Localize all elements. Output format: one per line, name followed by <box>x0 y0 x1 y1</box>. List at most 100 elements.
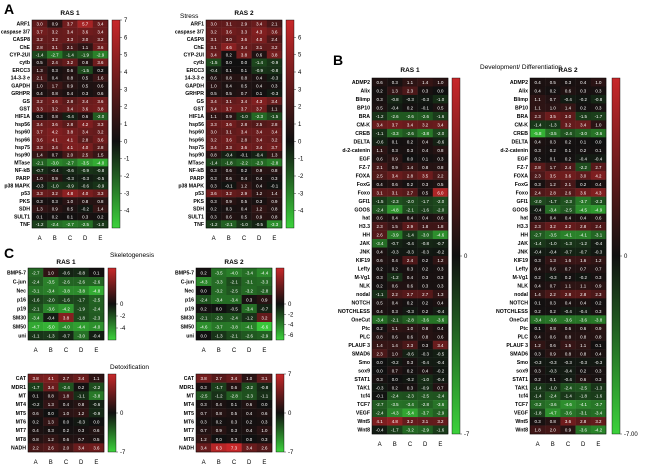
heatmap-cell <box>575 145 591 155</box>
heatmap-cell <box>241 304 257 314</box>
heatmap-cell-value: -3.5 <box>549 131 557 136</box>
heatmap-cell <box>221 89 237 98</box>
heatmap-cell-value: -1.1 <box>376 292 384 297</box>
heatmap-cell-value: 0.6 <box>565 326 572 331</box>
heatmap-cell <box>32 120 48 129</box>
heatmap-cell-value: 3.2 <box>261 315 268 320</box>
heatmap-cell-value: 3.2 <box>565 224 572 229</box>
heatmap-cell <box>372 332 388 341</box>
heatmap-cell-value: -0.2 <box>406 377 414 382</box>
heatmap-cell-value: -0.3 <box>77 420 85 425</box>
column-label: C <box>64 348 69 354</box>
heatmap-cell <box>43 313 59 323</box>
heatmap-cell-value: 0.3 <box>271 176 278 181</box>
heatmap-cell-value: 0.5 <box>437 106 444 111</box>
heatmap-cell <box>545 120 561 130</box>
heatmap-cell-value: 0.4 <box>565 216 572 221</box>
heatmap-cell-value: -2.4 <box>230 315 238 320</box>
heatmap-cell <box>92 104 109 113</box>
heatmap-cell-value: 0.7 <box>201 411 208 416</box>
heatmap-cell <box>77 104 93 113</box>
scale-tick-label: -4 <box>120 326 126 332</box>
heatmap-cell-value: 3.6 <box>241 37 248 42</box>
heatmap-cell-value: 4.2 <box>82 122 89 127</box>
heatmap-cell-value: -2.9 <box>261 333 269 338</box>
heatmap-cell <box>196 417 212 427</box>
heatmap-cell-value: 0.4 <box>437 300 444 305</box>
heatmap-cell <box>241 277 257 287</box>
heatmap-cell-value: 0.8 <box>271 214 278 219</box>
heatmap-cell <box>545 247 561 257</box>
heatmap-cell <box>73 374 89 383</box>
heatmap-cell-value: 0.1 <box>422 156 429 161</box>
heatmap-cell-value: -0.9 <box>255 68 263 73</box>
heatmap-cell-value: 0.3 <box>201 402 208 407</box>
heatmap-cell <box>530 281 546 291</box>
heatmap-cell <box>73 286 89 296</box>
heatmap-cell <box>530 86 546 96</box>
heatmap-cell-value: -2.4 <box>200 297 208 302</box>
heatmap-cell <box>77 20 93 28</box>
heatmap-cell <box>88 408 105 418</box>
heatmap-cell-value: 0.2 <box>63 428 70 433</box>
heatmap-cell <box>560 408 576 418</box>
heatmap-cell <box>92 150 109 159</box>
column-label: C <box>242 236 247 242</box>
heatmap-cell-value: -4.6 <box>200 324 208 329</box>
heatmap-cell <box>387 205 403 214</box>
heatmap-cell <box>402 120 418 130</box>
heatmap-cell-value: 0.3 <box>201 420 208 425</box>
row-label: NOTCHLESS <box>338 309 371 315</box>
heatmap-cell-value: 4.8 <box>392 419 399 424</box>
heatmap-cell <box>62 174 78 182</box>
heatmap-cell <box>241 331 257 341</box>
heatmap-cell <box>77 197 93 206</box>
heatmap-cell <box>417 86 433 96</box>
heatmap-cell-value: 3.6 <box>580 190 587 195</box>
heatmap-cell-value: 0.8 <box>422 334 429 339</box>
row-label: KIF19 <box>356 258 370 264</box>
row-label: SM30 <box>180 315 194 321</box>
heatmap-cell <box>88 434 105 444</box>
heatmap-cell <box>530 230 546 240</box>
row-label: MT <box>19 394 27 400</box>
row-label: BP10 <box>515 106 528 112</box>
heatmap-cell <box>32 89 48 98</box>
heatmap-cell-value: 3.2 <box>550 224 557 229</box>
row-label: PLC <box>360 334 371 340</box>
row-label: 14-3-3 e <box>11 76 30 82</box>
heatmap-cell-value: 1.8 <box>437 224 444 229</box>
heatmap-cell-value: -0.5 <box>230 306 238 311</box>
heatmap-cell-value: 3.1 <box>226 130 233 135</box>
heatmap-cell <box>530 332 546 341</box>
heatmap-cell-value: 0.3 <box>37 199 44 204</box>
heatmap-cell-value: -0.4 <box>255 153 263 158</box>
row-label: ChE <box>194 45 205 51</box>
heatmap-cell-value: 0.2 <box>52 214 59 219</box>
heatmap-cell <box>28 268 44 278</box>
heatmap-cell <box>77 50 93 59</box>
heatmap-cell <box>226 277 242 287</box>
heatmap-cell-value: 4.0 <box>82 191 89 196</box>
heatmap-cell-value: -1.1 <box>77 394 85 399</box>
heatmap-cell-value: 0.2 <box>407 300 414 305</box>
heatmap-cell <box>73 391 89 401</box>
heatmap-cell <box>47 73 63 82</box>
heatmap-cell-value: 0.9 <box>67 83 74 88</box>
heatmap-cell <box>251 50 267 59</box>
heatmap-cell <box>196 382 212 392</box>
heatmap-cell-value: -3.4 <box>534 317 542 322</box>
heatmap-cell-value: 2.2 <box>550 292 557 297</box>
heatmap-cell <box>417 256 433 265</box>
heatmap-cell <box>32 150 48 159</box>
heatmap-cell-value: 0.1 <box>67 214 74 219</box>
heatmap-cell <box>530 145 546 155</box>
heatmap-cell-value: 0.4 <box>226 83 233 88</box>
column-label: D <box>423 442 428 448</box>
heatmap-cell-value: 0.8 <box>580 334 587 339</box>
heatmap-cell <box>92 50 109 59</box>
heatmap-cell <box>43 331 59 341</box>
heatmap-cell-value: 0.6 <box>550 267 557 272</box>
heatmap-cell <box>32 204 48 213</box>
heatmap-cell <box>417 196 433 206</box>
